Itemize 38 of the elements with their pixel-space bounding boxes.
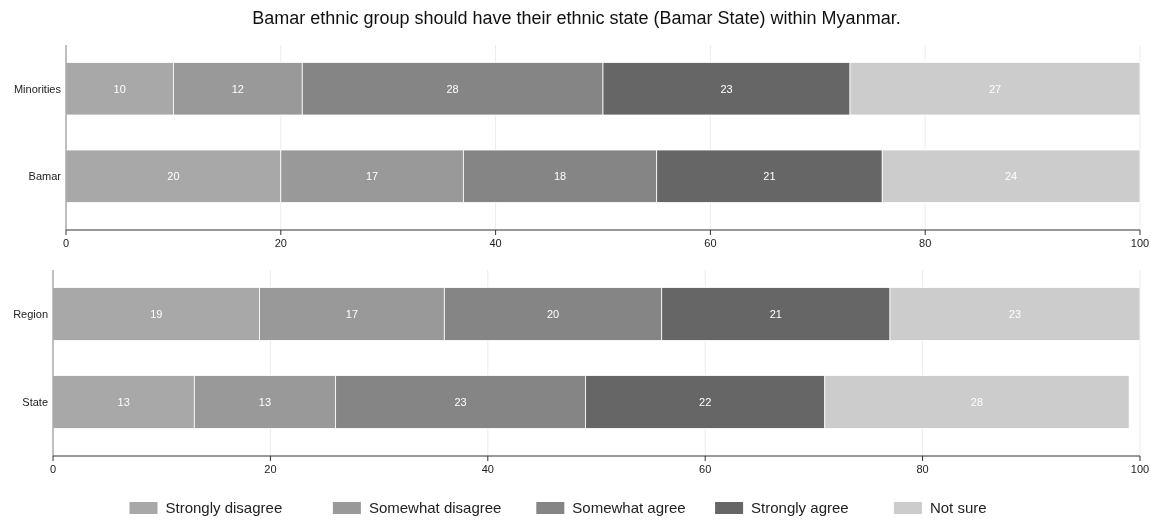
y-tick-label: State: [22, 395, 48, 408]
data-label: 20: [167, 170, 180, 183]
data-label: 21: [769, 307, 782, 320]
data-label: 12: [231, 82, 244, 95]
x-tick-label: 20: [274, 237, 287, 249]
data-label: 19: [150, 307, 163, 320]
chart-title: Bamar ethnic group should have their ethnic state (Bamar State) within Myanmar.: [252, 8, 901, 28]
x-tick-label: 20: [264, 463, 277, 475]
x-tick-label: 80: [916, 463, 929, 475]
data-label: 23: [454, 395, 467, 408]
data-label: 28: [446, 82, 459, 95]
y-tick-label: Region: [13, 307, 48, 320]
data-label: 23: [720, 82, 733, 95]
legend-label: Somewhat disagree: [368, 499, 502, 517]
x-tick-label: 40: [481, 463, 494, 475]
legend-label: Not sure: [929, 499, 987, 517]
data-label: 18: [553, 170, 567, 183]
legend-label: Strongly disagree: [165, 499, 283, 517]
x-tick-label: 60: [704, 237, 717, 249]
data-label: 20: [546, 307, 560, 320]
x-tick-label: 40: [489, 237, 502, 249]
data-label: 21: [763, 170, 776, 183]
y-tick-label: Bamar: [28, 170, 62, 183]
data-label: 22: [699, 395, 712, 408]
x-tick-label: 60: [699, 463, 712, 475]
y-tick-label: Minorities: [13, 82, 62, 95]
x-tick-label: 0: [62, 237, 70, 249]
data-label: 10: [113, 82, 126, 95]
data-label: 13: [117, 395, 130, 408]
x-tick-label: 0: [49, 463, 57, 475]
legend-label: Strongly agree: [751, 499, 849, 517]
x-tick-label: 80: [919, 237, 932, 249]
x-tick-label: 100: [1130, 463, 1150, 475]
x-tick-label: 100: [1130, 237, 1150, 249]
data-label: 17: [365, 170, 379, 183]
data-label: 17: [345, 307, 359, 320]
legend-label: Somewhat agree: [572, 499, 686, 517]
data-label: 13: [258, 395, 272, 408]
